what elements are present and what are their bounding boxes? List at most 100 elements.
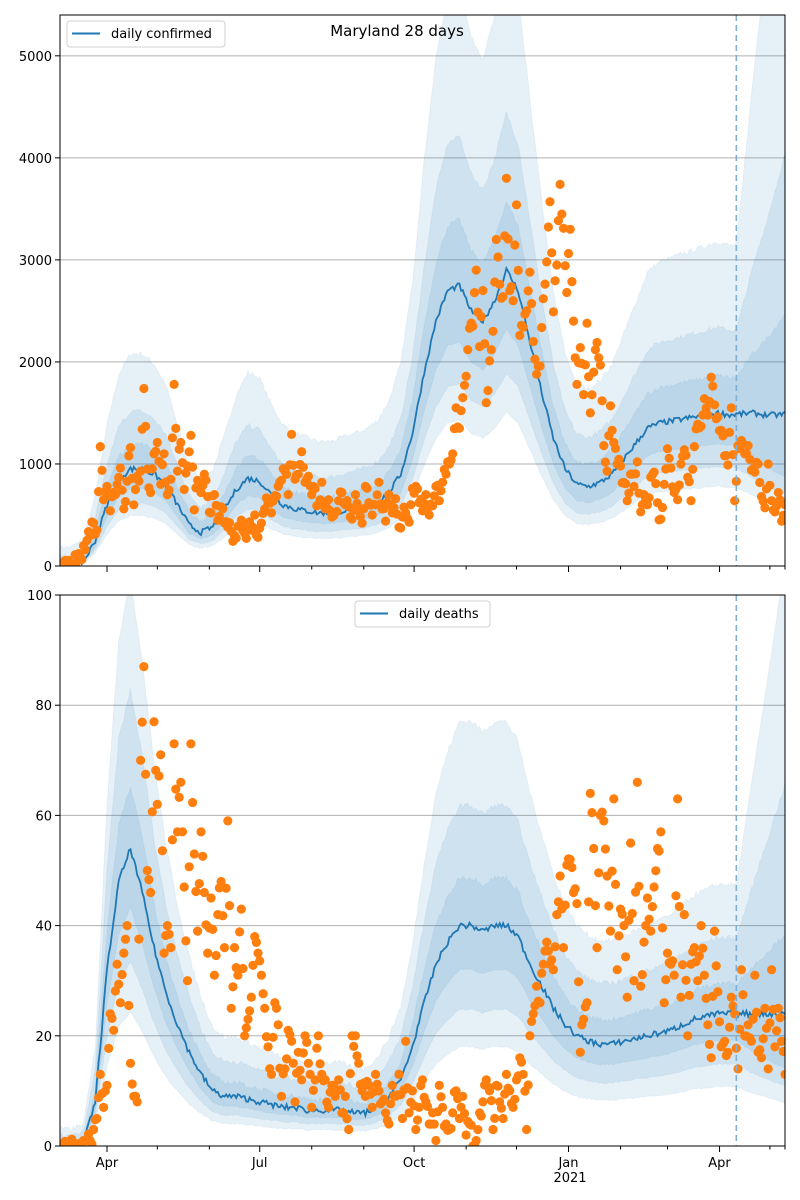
confirmed-legend[interactable]: daily confirmed [66,20,226,48]
observed-point [674,480,684,490]
observed-point [189,505,199,515]
observed-point [516,320,527,330]
observed-point [661,975,671,985]
observed-point [501,173,511,183]
observed-point [540,279,550,289]
observed-point [612,965,622,975]
observed-point [577,1020,587,1030]
observed-point [585,788,595,799]
observed-point [189,849,199,859]
observed-point [233,970,243,980]
observed-point [181,468,191,478]
observed-point [515,330,525,340]
observed-point [723,460,733,470]
observed-point [627,908,637,919]
observed-point [469,1141,480,1146]
observed-point [426,499,436,509]
observed-point [493,252,503,262]
observed-point [725,427,735,437]
observed-point [193,926,203,936]
observed-point [166,474,176,484]
observed-point [527,1016,537,1026]
observed-point [344,1124,354,1135]
deaths-legend[interactable]: daily deaths [354,600,491,628]
x-year-label: 2021 [553,1171,586,1186]
observed-point [558,943,569,953]
observed-point [182,976,193,986]
observed-point [532,981,542,991]
observed-point [407,1086,417,1096]
observed-point [469,288,480,298]
observed-point [122,921,132,931]
observed-point [164,929,174,939]
observed-point [177,827,188,837]
daily-confirmed-median-line [60,265,785,566]
observed-point [624,488,634,498]
observed-point [550,942,560,952]
observed-point [495,279,505,289]
observed-point [201,475,211,485]
observed-point [141,421,151,431]
observed-point [154,771,164,781]
observed-point [255,523,265,533]
legend-label-deaths: daily deaths [399,607,479,622]
observed-point [342,495,352,506]
observed-point [639,937,649,947]
observed-point [283,490,293,500]
observed-point [562,287,572,298]
observed-point [609,794,619,804]
observed-point [345,512,355,522]
observed-point [139,383,149,394]
observed-point [496,293,506,303]
observed-point [181,936,191,946]
observed-point [543,222,554,232]
observed-point [386,1099,396,1109]
observed-point [548,307,559,317]
observed-point [632,457,642,467]
observed-point [384,490,394,500]
observed-point [223,816,233,826]
observed-point [458,393,468,403]
observed-point [624,915,634,925]
observed-point [629,481,639,491]
observed-point [503,234,513,244]
observed-point [708,381,718,391]
observed-point [676,459,686,469]
observed-point [694,951,705,961]
observed-point [412,484,423,494]
observed-point [763,1064,773,1074]
observed-point [579,390,589,400]
observed-point [699,970,710,980]
observed-point [218,504,228,514]
observed-point [760,1003,770,1013]
observed-point [152,437,162,448]
observed-point [231,533,241,543]
observed-point [241,1023,251,1033]
observed-point [171,423,181,433]
observed-point [575,343,585,353]
observed-point [367,510,377,520]
observed-point [387,1080,397,1090]
observed-point [728,450,738,460]
observed-point [527,299,537,309]
observed-point [292,470,302,480]
observed-point [255,956,265,966]
observed-point [459,1108,470,1119]
observed-point [179,484,189,495]
observed-point [728,1001,738,1011]
y-tick-label: 1000 [19,458,52,473]
observed-point [490,1113,500,1123]
observed-point [590,345,601,355]
observed-point [605,401,616,411]
observed-point [476,1111,486,1121]
observed-point [636,507,646,517]
observed-point [159,449,169,459]
observed-point [605,926,616,936]
observed-point [763,459,773,469]
observed-point [656,827,666,837]
observed-point [446,1123,456,1134]
observed-point [689,442,700,452]
observed-point [303,1058,313,1068]
observed-point [600,457,611,467]
